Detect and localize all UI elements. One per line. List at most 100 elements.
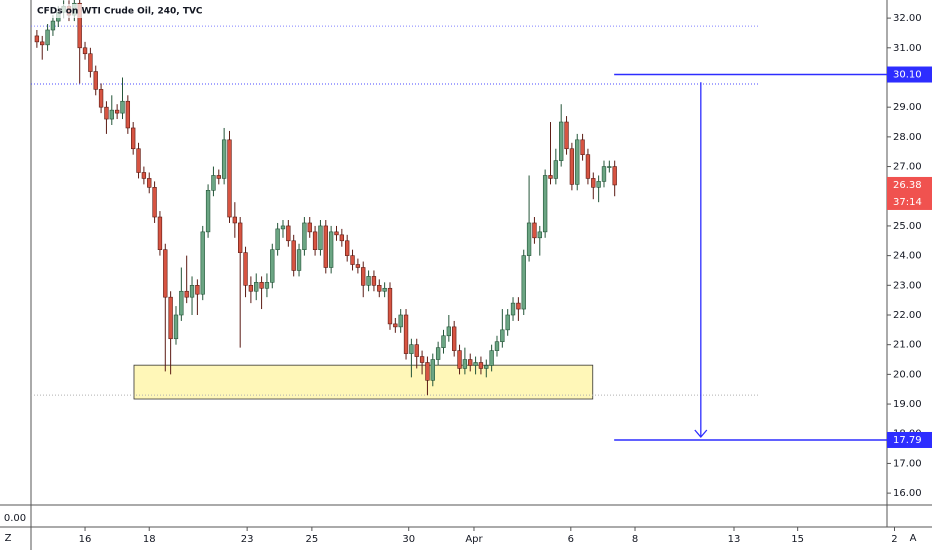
candle-body <box>254 282 259 292</box>
candle-body <box>131 127 136 150</box>
candle-body <box>569 148 575 185</box>
candle-body <box>419 356 425 363</box>
candle-body <box>82 47 88 55</box>
candle-body <box>398 314 403 328</box>
candle-body <box>585 154 591 179</box>
y-tick-label: 23.00 <box>893 280 922 291</box>
candle-body <box>425 362 430 381</box>
candle-body <box>521 255 526 310</box>
candle-body <box>516 302 521 310</box>
candle-body <box>173 314 179 340</box>
candle-body <box>350 255 355 265</box>
candle-body <box>136 148 141 173</box>
candle-body <box>264 282 270 289</box>
candle-body <box>312 231 318 250</box>
candle-body <box>559 121 564 161</box>
y-tick-label: 19.00 <box>893 399 922 410</box>
candle-body <box>371 276 377 286</box>
candle-body <box>323 225 328 268</box>
candle-body <box>478 362 484 369</box>
candle-body <box>484 365 489 369</box>
y-tick-label: 22.00 <box>893 310 922 321</box>
x-tick-label: 8 <box>632 534 638 545</box>
candle-body <box>377 285 382 292</box>
candle-body <box>532 222 537 239</box>
x-tick-label: 25 <box>306 534 319 545</box>
candle-body <box>291 240 296 271</box>
candle-body <box>98 89 104 108</box>
candle-body <box>414 344 419 357</box>
candle-body <box>275 228 280 250</box>
candle-body <box>259 282 264 289</box>
candle-body <box>564 121 569 150</box>
candle-body <box>168 296 173 340</box>
arrow-head <box>694 429 708 439</box>
candle-body <box>387 287 393 325</box>
candle-body <box>580 139 585 155</box>
candle-body <box>441 335 446 348</box>
candle-body <box>280 225 286 230</box>
candle-body <box>302 222 307 250</box>
candle-body <box>489 350 494 366</box>
candle-body <box>50 20 56 31</box>
candle-body <box>157 216 163 250</box>
candle-body <box>537 231 542 239</box>
candle-body <box>607 166 612 168</box>
y-tick-label: 17.00 <box>893 458 922 469</box>
candle-body <box>393 323 398 328</box>
candle-body <box>109 109 114 120</box>
candle-body <box>296 249 302 271</box>
corner-button[interactable]: Z <box>5 533 12 544</box>
price-marker-label: 30.10 <box>893 70 922 81</box>
price-marker-label: 17.79 <box>893 435 922 446</box>
candle-body <box>270 249 275 283</box>
x-tick-label: 18 <box>143 534 156 545</box>
candle-body <box>318 225 323 250</box>
x-tick-label: 6 <box>568 534 574 545</box>
x-tick-label: Apr <box>465 534 483 545</box>
candle-body <box>114 109 120 114</box>
candle-body <box>542 175 548 233</box>
candle-body <box>189 285 195 298</box>
candle-body <box>355 264 361 268</box>
candle-body <box>526 222 532 256</box>
corner-button[interactable]: A <box>910 533 917 544</box>
candle-body <box>88 53 93 72</box>
candle-body <box>596 181 601 188</box>
candle-body <box>446 326 452 337</box>
candle-body <box>152 187 157 218</box>
candle-body <box>430 359 435 381</box>
candle-body <box>500 329 505 343</box>
candle-body <box>403 314 409 354</box>
x-tick-label: 2 <box>891 534 897 545</box>
candle-body <box>141 172 147 179</box>
candle-body <box>575 139 580 185</box>
candle-body <box>366 276 371 286</box>
candle-body <box>221 139 227 179</box>
candle-body <box>243 252 248 286</box>
y-tick-label: 32.00 <box>893 13 922 24</box>
candle-body <box>334 231 339 236</box>
candle-body <box>457 350 462 369</box>
candle-body <box>505 314 510 331</box>
candle-body <box>468 359 473 366</box>
candle-body <box>125 100 131 129</box>
candle-body <box>591 178 596 188</box>
price-marker <box>887 66 932 83</box>
candle-body <box>34 35 40 43</box>
candle-body <box>510 302 516 316</box>
candle-body <box>339 234 345 242</box>
candle-body <box>612 166 617 186</box>
candle-body <box>328 231 334 268</box>
x-tick-label: 15 <box>791 534 804 545</box>
x-tick-label: 30 <box>402 534 415 545</box>
candle-body <box>227 139 232 218</box>
chart-title: CFDs on WTI Crude Oil, 240, TVC <box>37 7 203 17</box>
candle-body <box>307 222 312 233</box>
candle-body <box>286 225 291 242</box>
candle-body <box>184 290 189 298</box>
support-zone <box>133 364 594 400</box>
y-tick-label: 24.00 <box>893 251 922 262</box>
candle-body <box>205 190 211 233</box>
